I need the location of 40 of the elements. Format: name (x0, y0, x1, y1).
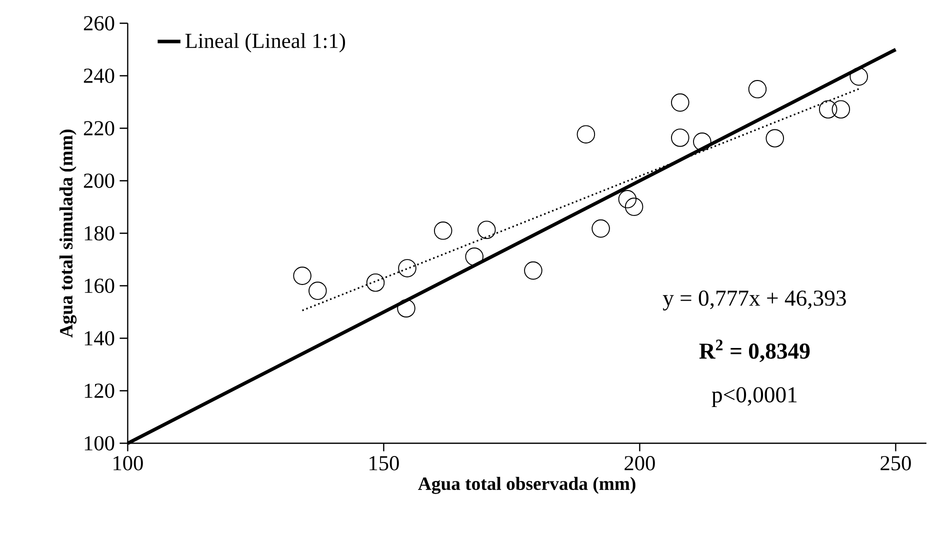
point (366, 273, 385, 292)
text: R$^{2}$ = 0,8349 (699, 340, 810, 362)
y-tick-label: 140 (84, 331, 114, 346)
x-tick-label: 150 (370, 456, 399, 470)
legend-label: Lineal (Lineal 1:1) (185, 33, 346, 52)
x-axis-title: Agua total observada (mm) (418, 476, 636, 494)
point (465, 248, 484, 266)
point (524, 261, 542, 280)
y-tick-label: 260 (84, 16, 114, 30)
point (671, 128, 690, 147)
y-tick-label: 120 (84, 384, 114, 398)
point (576, 125, 596, 144)
point (398, 259, 416, 278)
x-tick-label: 250 (880, 456, 911, 470)
y-axis-title: Agua total simulada (mm) (59, 130, 77, 338)
y-tick-label: 220 (84, 121, 114, 136)
y-tick-label: 100 (84, 436, 114, 450)
point (308, 282, 327, 300)
x-tick-label: 100 (114, 456, 143, 470)
point (818, 100, 838, 119)
y-tick-label: 160 (84, 278, 114, 293)
annotation: p<0,0001 (712, 387, 797, 408)
y-tick-label: 180 (84, 226, 114, 240)
point (592, 219, 610, 238)
point (293, 266, 312, 285)
point (748, 80, 767, 98)
x-tick-label: 200 (624, 456, 655, 470)
y-tick-label: 200 (84, 174, 114, 188)
point (624, 198, 644, 216)
point (618, 190, 637, 208)
annotation: y = 0,777x + 46,393 (662, 290, 846, 310)
point (693, 132, 712, 151)
point (766, 129, 784, 148)
point (671, 93, 690, 112)
point (434, 222, 452, 240)
point (397, 299, 416, 318)
point (832, 100, 850, 119)
point (850, 67, 868, 86)
point (477, 220, 496, 240)
y-tick-label: 240 (84, 68, 114, 83)
